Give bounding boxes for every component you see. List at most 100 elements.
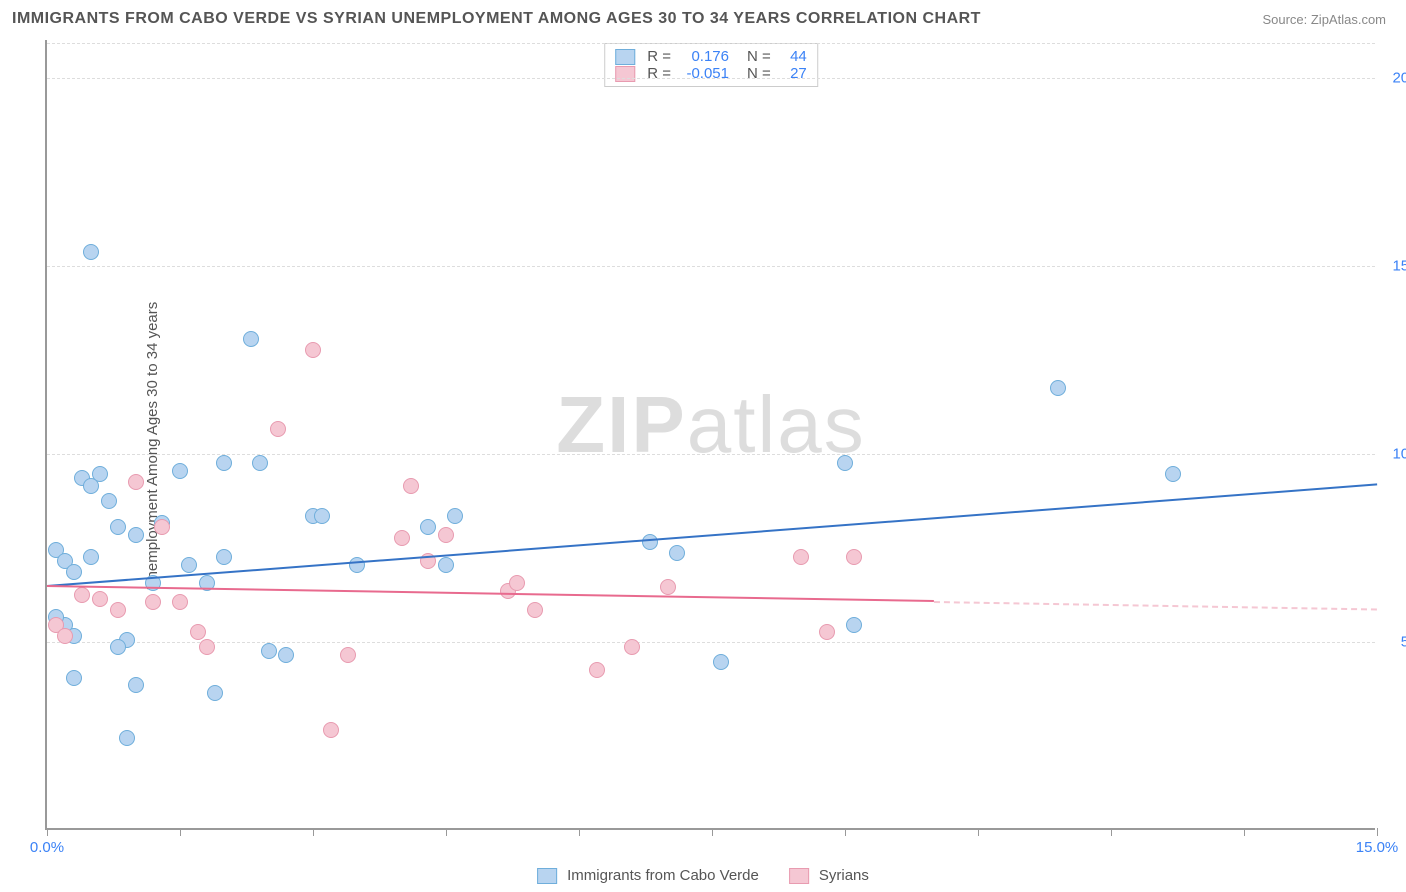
data-point: [270, 421, 286, 437]
data-point: [66, 670, 82, 686]
legend-item: Syrians: [789, 867, 869, 884]
regression-line: [934, 601, 1377, 611]
data-point: [207, 685, 223, 701]
legend-swatch: [615, 49, 635, 65]
data-point: [1165, 466, 1181, 482]
data-point: [846, 617, 862, 633]
data-point: [394, 530, 410, 546]
data-point: [83, 549, 99, 565]
bottom-legend: Immigrants from Cabo Verde Syrians: [537, 867, 869, 884]
legend-label: Immigrants from Cabo Verde: [567, 867, 759, 884]
x-tick: [1377, 828, 1378, 836]
data-point: [110, 639, 126, 655]
y-tick-label: 10.0%: [1380, 445, 1406, 462]
data-point: [110, 602, 126, 618]
x-tick: [978, 828, 979, 836]
data-point: [438, 527, 454, 543]
x-tick: [47, 828, 48, 836]
legend-item: Immigrants from Cabo Verde: [537, 867, 759, 884]
data-point: [154, 519, 170, 535]
data-point: [669, 545, 685, 561]
data-point: [527, 602, 543, 618]
x-tick: [180, 828, 181, 836]
gridline: [47, 454, 1375, 455]
watermark: ZIPatlas: [556, 379, 865, 471]
r-value: 0.176: [679, 48, 729, 65]
r-label: R =: [647, 65, 671, 82]
data-point: [660, 579, 676, 595]
data-point: [66, 564, 82, 580]
data-point: [278, 647, 294, 663]
data-point: [624, 639, 640, 655]
data-point: [83, 478, 99, 494]
data-point: [589, 662, 605, 678]
data-point: [128, 474, 144, 490]
gridline: [47, 43, 1375, 44]
data-point: [172, 594, 188, 610]
x-tick-label: 15.0%: [1356, 839, 1399, 856]
data-point: [314, 508, 330, 524]
data-point: [119, 730, 135, 746]
data-point: [190, 624, 206, 640]
gridline: [47, 266, 1375, 267]
x-tick: [313, 828, 314, 836]
data-point: [252, 455, 268, 471]
data-point: [74, 587, 90, 603]
regression-line: [47, 484, 1377, 588]
gridline: [47, 642, 1375, 643]
legend-swatch: [537, 868, 557, 884]
x-tick: [579, 828, 580, 836]
data-point: [305, 342, 321, 358]
data-point: [819, 624, 835, 640]
data-point: [181, 557, 197, 573]
data-point: [340, 647, 356, 663]
r-label: R =: [647, 48, 671, 65]
data-point: [101, 493, 117, 509]
data-point: [243, 331, 259, 347]
stats-row: R = -0.051 N = 27: [615, 65, 807, 82]
data-point: [110, 519, 126, 535]
n-value: 27: [779, 65, 807, 82]
y-tick-label: 20.0%: [1380, 69, 1406, 86]
x-tick: [712, 828, 713, 836]
data-point: [713, 654, 729, 670]
chart-title: IMMIGRANTS FROM CABO VERDE VS SYRIAN UNE…: [12, 10, 981, 28]
data-point: [403, 478, 419, 494]
data-point: [57, 628, 73, 644]
x-tick: [1111, 828, 1112, 836]
data-point: [793, 549, 809, 565]
legend-label: Syrians: [819, 867, 869, 884]
data-point: [509, 575, 525, 591]
data-point: [216, 455, 232, 471]
stats-row: R =0.176N =44: [615, 48, 807, 65]
data-point: [420, 519, 436, 535]
x-tick: [1244, 828, 1245, 836]
data-point: [216, 549, 232, 565]
data-point: [837, 455, 853, 471]
data-point: [145, 594, 161, 610]
data-point: [261, 643, 277, 659]
y-tick-label: 5.0%: [1380, 633, 1406, 650]
data-point: [128, 677, 144, 693]
data-point: [438, 557, 454, 573]
r-value: -0.051: [679, 65, 729, 82]
data-point: [92, 591, 108, 607]
stats-legend-box: R = 0.176 N = 44R = -0.051 N = 27: [604, 43, 818, 87]
x-tick-label: 0.0%: [30, 839, 64, 856]
y-tick-label: 15.0%: [1380, 257, 1406, 274]
data-point: [172, 463, 188, 479]
data-point: [128, 527, 144, 543]
data-point: [349, 557, 365, 573]
x-tick: [845, 828, 846, 836]
source-label: Source: ZipAtlas.com: [1262, 12, 1386, 27]
n-label: N =: [747, 65, 771, 82]
data-point: [447, 508, 463, 524]
data-point: [846, 549, 862, 565]
gridline: [47, 78, 1375, 79]
data-point: [83, 244, 99, 260]
legend-swatch: [789, 868, 809, 884]
legend-swatch: [615, 66, 635, 82]
plot-area: ZIPatlas R =0.176N =44R =-0.051N =27 5.0…: [45, 40, 1375, 830]
data-point: [642, 534, 658, 550]
n-value: 44: [779, 48, 807, 65]
